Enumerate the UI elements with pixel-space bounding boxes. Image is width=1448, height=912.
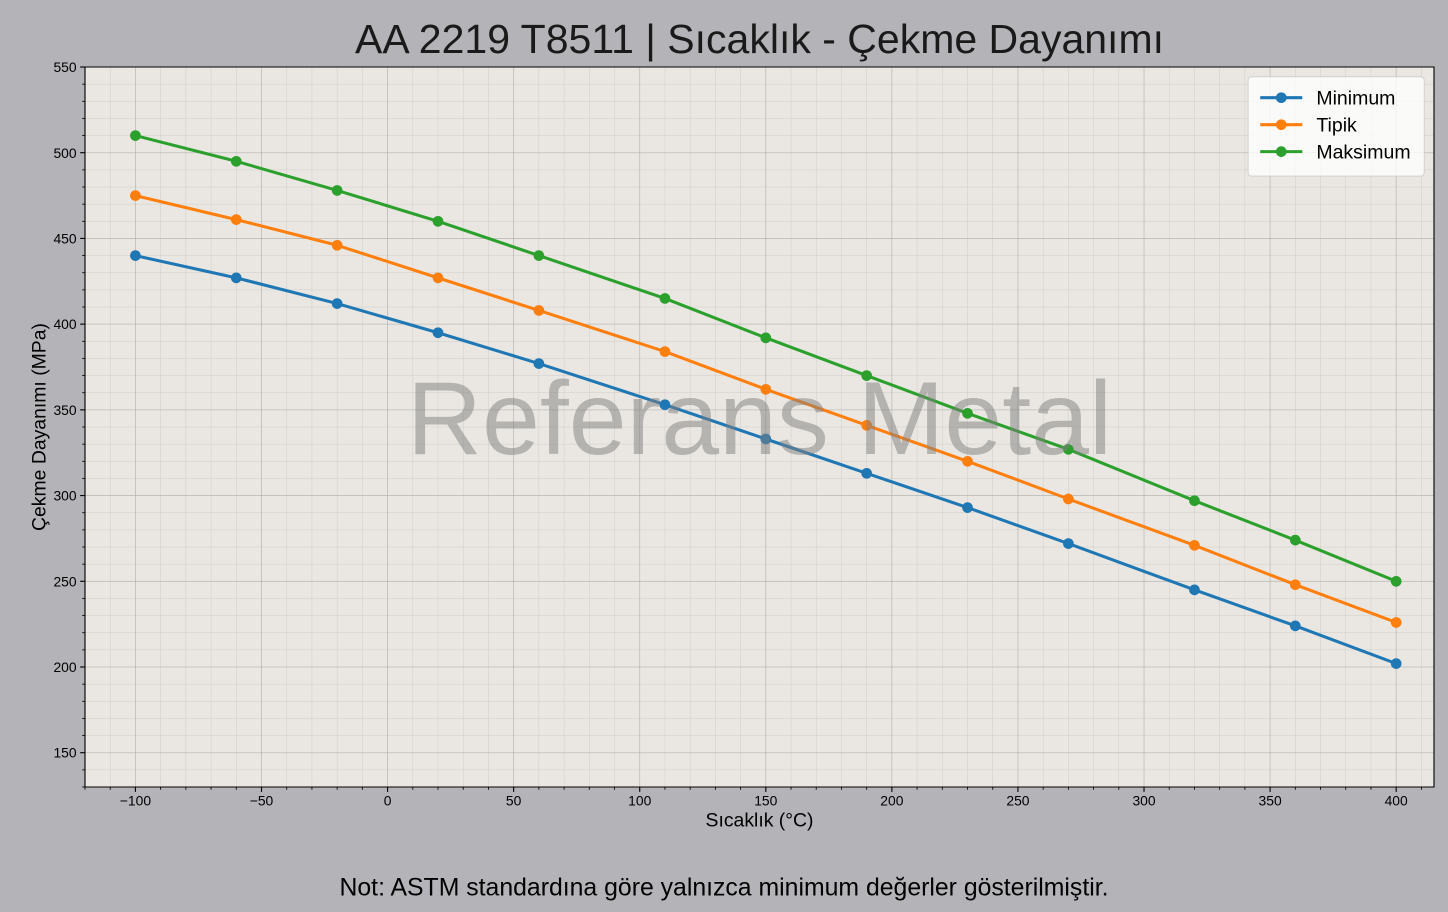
svg-text:500: 500 [53,145,76,161]
svg-text:100: 100 [628,792,651,808]
svg-text:−50: −50 [250,792,274,808]
svg-text:Referans Metal: Referans Metal [407,361,1112,477]
svg-text:Minimum: Minimum [1316,88,1395,110]
svg-text:Not: ASTM standardına göre yal: Not: ASTM standardına göre yalnızca mini… [339,875,1108,902]
svg-text:Sıcaklık (°C): Sıcaklık (°C) [706,809,814,831]
svg-text:Tipik: Tipik [1316,114,1357,136]
svg-text:−100: −100 [120,792,152,808]
svg-text:150: 150 [754,792,777,808]
svg-text:Maksimum: Maksimum [1316,141,1410,163]
svg-text:200: 200 [880,792,903,808]
svg-text:350: 350 [1259,792,1282,808]
svg-text:250: 250 [53,573,76,589]
svg-text:400: 400 [1385,792,1408,808]
svg-text:0: 0 [384,792,392,808]
svg-text:50: 50 [506,792,522,808]
svg-text:300: 300 [53,488,76,504]
svg-text:400: 400 [53,316,76,332]
svg-text:450: 450 [53,230,76,246]
svg-text:AA 2219 T8511 | Sıcaklık - Çek: AA 2219 T8511 | Sıcaklık - Çekme Dayanım… [355,16,1164,62]
svg-text:200: 200 [53,659,76,675]
svg-text:150: 150 [53,745,76,761]
svg-text:550: 550 [53,59,76,75]
svg-text:300: 300 [1132,792,1155,808]
svg-text:250: 250 [1006,792,1029,808]
svg-text:Çekme Dayanımı (MPa): Çekme Dayanımı (MPa) [28,323,50,531]
svg-text:350: 350 [53,402,76,418]
